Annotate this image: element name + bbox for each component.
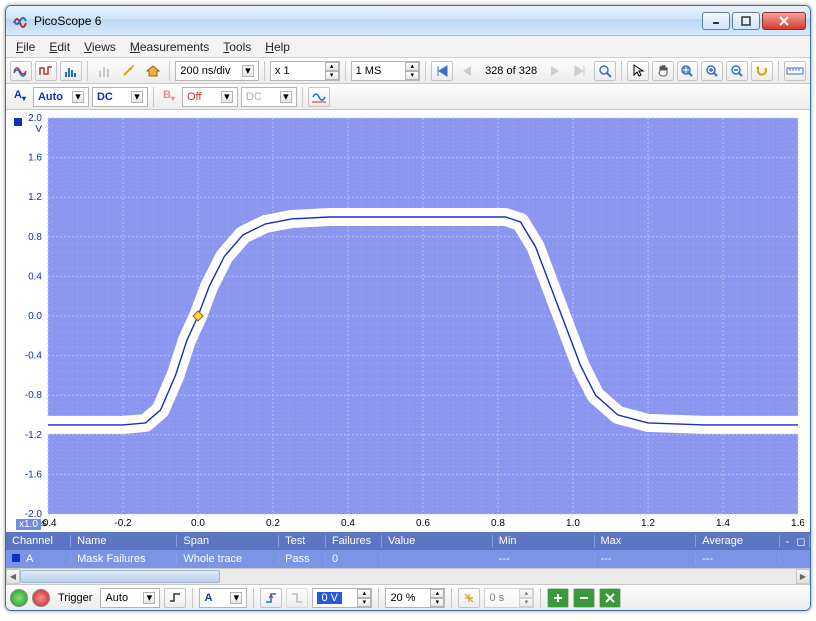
meas-add-icon[interactable] bbox=[547, 588, 569, 608]
window-title: PicoScope 6 bbox=[34, 14, 700, 28]
toolbar-channels: A▾ Auto▾ DC▾ B▾ Off▾ DC▾ bbox=[6, 84, 810, 110]
channel-a-coupling[interactable]: DC▾ bbox=[92, 87, 148, 107]
wand-icon[interactable] bbox=[118, 61, 140, 81]
svg-text:0.0: 0.0 bbox=[191, 518, 205, 529]
menu-edit[interactable]: Edit bbox=[49, 40, 70, 54]
menu-help[interactable]: Help bbox=[265, 40, 290, 54]
rising-edge-icon[interactable] bbox=[260, 588, 282, 608]
stop-button[interactable] bbox=[32, 589, 50, 607]
trigger-mode[interactable]: Auto▾ bbox=[100, 588, 160, 608]
scroll-thumb[interactable] bbox=[20, 570, 220, 583]
menu-tools[interactable]: Tools bbox=[223, 40, 251, 54]
buffer-last-icon[interactable] bbox=[569, 61, 591, 81]
falling-edge-icon[interactable] bbox=[286, 588, 308, 608]
signal-gen-icon[interactable] bbox=[93, 61, 115, 81]
svg-text:-1.2: -1.2 bbox=[25, 430, 43, 441]
channel-b-coupling[interactable]: DC▾ bbox=[241, 87, 297, 107]
xmult-spin[interactable]: x 1▴▾ bbox=[270, 61, 340, 81]
app-icon bbox=[12, 13, 28, 29]
svg-text:1.6: 1.6 bbox=[28, 153, 42, 164]
svg-text:0.6: 0.6 bbox=[416, 518, 430, 529]
samples-value: 1 MS bbox=[356, 65, 382, 77]
xmult-value: x 1 bbox=[275, 65, 290, 77]
scroll-left-icon[interactable]: ◀ bbox=[6, 569, 20, 584]
trigger-adv-icon[interactable] bbox=[458, 588, 480, 608]
buffer-text: 328 of 328 bbox=[481, 65, 541, 77]
svg-text:2.0: 2.0 bbox=[28, 114, 42, 124]
timebase-combo[interactable]: 200 ns/div▾ bbox=[175, 61, 259, 81]
svg-text:-0.8: -0.8 bbox=[25, 390, 43, 401]
maximize-button[interactable] bbox=[732, 12, 760, 30]
app-window: PicoScope 6 File Edit Views Measurements… bbox=[5, 5, 811, 611]
channel-b-label: B▾ bbox=[159, 89, 179, 103]
channel-b-range[interactable]: Off▾ bbox=[182, 87, 238, 107]
home-icon[interactable] bbox=[142, 61, 164, 81]
channel-a-range[interactable]: Auto▾ bbox=[33, 87, 89, 107]
undo-zoom-icon[interactable] bbox=[751, 61, 773, 81]
channel-a-label: A▾ bbox=[10, 89, 30, 103]
svg-text:0.4: 0.4 bbox=[28, 271, 42, 282]
svg-text:-0.4: -0.4 bbox=[25, 351, 43, 362]
menu-views[interactable]: Views bbox=[84, 40, 116, 54]
titlebar: PicoScope 6 bbox=[6, 6, 810, 36]
svg-text:V: V bbox=[35, 124, 42, 135]
measurement-ctrl[interactable]: - ◻ bbox=[780, 535, 810, 548]
pointer-icon[interactable] bbox=[627, 61, 649, 81]
buffer-search-icon[interactable] bbox=[594, 61, 616, 81]
trigger-level[interactable]: 0 V▴▾ bbox=[312, 588, 372, 608]
meas-del-icon[interactable] bbox=[599, 588, 621, 608]
menu-file[interactable]: File bbox=[16, 40, 35, 54]
svg-text:0.2: 0.2 bbox=[266, 518, 280, 529]
run-button[interactable] bbox=[10, 589, 28, 607]
buffer-next-icon[interactable] bbox=[544, 61, 566, 81]
minimize-button[interactable] bbox=[702, 12, 730, 30]
svg-text:0.8: 0.8 bbox=[28, 232, 42, 243]
awg-icon[interactable] bbox=[308, 87, 330, 107]
hand-icon[interactable] bbox=[652, 61, 674, 81]
scope-mode-icon[interactable] bbox=[10, 61, 32, 81]
svg-text:-0.2: -0.2 bbox=[114, 518, 132, 529]
scope-svg: 2.01.61.20.80.40.0-0.4-0.8-1.2-1.6-2.0V-… bbox=[12, 114, 804, 532]
menubar: File Edit Views Measurements Tools Help bbox=[6, 36, 810, 58]
trigger-delay[interactable]: 0 s▴▾ bbox=[484, 588, 534, 608]
measurement-row[interactable]: A Mask Failures Whole trace Pass 0 --- -… bbox=[6, 550, 810, 568]
trigger-label: Trigger bbox=[54, 592, 96, 604]
svg-text:1.4: 1.4 bbox=[716, 518, 730, 529]
timebase-value: 200 ns/div bbox=[180, 65, 230, 77]
buffer-first-icon[interactable] bbox=[431, 61, 453, 81]
scope-area: 2.01.61.20.80.40.0-0.4-0.8-1.2-1.6-2.0V-… bbox=[6, 110, 810, 532]
trigger-bar: Trigger Auto▾ A▾ 0 V▴▾ 20 %▴▾ 0 s▴▾ bbox=[6, 584, 810, 610]
scroll-right-icon[interactable]: ▶ bbox=[796, 569, 810, 584]
svg-text:1.2: 1.2 bbox=[641, 518, 655, 529]
measurement-scrollbar[interactable]: ◀ ▶ bbox=[6, 568, 810, 584]
svg-text:-1.6: -1.6 bbox=[25, 469, 43, 480]
meas-edit-icon[interactable] bbox=[573, 588, 595, 608]
spectrum-mode-icon[interactable] bbox=[60, 61, 82, 81]
persistence-mode-icon[interactable] bbox=[35, 61, 57, 81]
zoom-box-icon[interactable] bbox=[677, 61, 699, 81]
trigger-edge-icon[interactable] bbox=[164, 588, 186, 608]
scope-canvas[interactable]: 2.01.61.20.80.40.0-0.4-0.8-1.2-1.6-2.0V-… bbox=[12, 114, 804, 532]
channel-swatch-icon bbox=[12, 554, 20, 562]
menu-measurements[interactable]: Measurements bbox=[130, 40, 209, 54]
buffer-prev-icon[interactable] bbox=[456, 61, 478, 81]
zoom-out-icon[interactable] bbox=[726, 61, 748, 81]
zoom-label[interactable]: x1.0 bbox=[16, 519, 41, 530]
trigger-pretrig[interactable]: 20 %▴▾ bbox=[385, 588, 445, 608]
samples-spin[interactable]: 1 MS▴▾ bbox=[351, 61, 421, 81]
svg-text:0.4: 0.4 bbox=[341, 518, 355, 529]
svg-text:1.2: 1.2 bbox=[28, 192, 42, 203]
measurement-header: Channel Name Span Test Failures Value Mi… bbox=[6, 532, 810, 550]
ruler-icon[interactable] bbox=[784, 61, 806, 81]
svg-text:0.8: 0.8 bbox=[491, 518, 505, 529]
measurement-panel: Channel Name Span Test Failures Value Mi… bbox=[6, 532, 810, 568]
svg-text:0.0: 0.0 bbox=[28, 311, 42, 322]
svg-text:1.6: 1.6 bbox=[791, 518, 804, 529]
close-button[interactable] bbox=[762, 12, 806, 30]
zoom-in-icon[interactable] bbox=[701, 61, 723, 81]
trigger-source[interactable]: A▾ bbox=[199, 588, 247, 608]
svg-text:1.0: 1.0 bbox=[566, 518, 580, 529]
toolbar-main: 200 ns/div▾ x 1▴▾ 1 MS▴▾ 328 of 328 bbox=[6, 58, 810, 84]
